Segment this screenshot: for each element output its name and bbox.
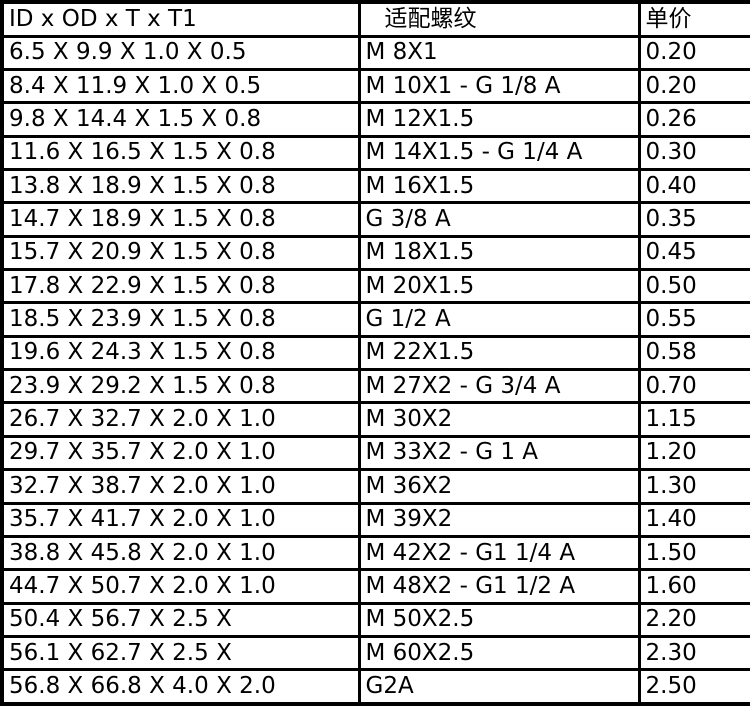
cell-thread: M 8X1	[357, 34, 641, 71]
cell-price: 0.40	[637, 167, 750, 205]
cell-thread: G 1/2 A	[357, 301, 641, 338]
cell-price: 0.20	[637, 34, 750, 71]
cell-dimensions: 44.7 X 50.7 X 2.0 X 1.0	[0, 568, 361, 605]
cell-dimensions: 23.9 X 29.2 X 1.5 X 0.8	[0, 368, 361, 405]
cell-price: 1.60	[637, 568, 750, 605]
cell-price: 0.26	[637, 101, 750, 138]
header-price: 单价	[637, 0, 750, 38]
cell-thread: M 10X1 - G 1/8 A	[357, 67, 641, 105]
cell-thread: G2A	[357, 668, 641, 706]
cell-dimensions: 26.7 X 32.7 X 2.0 X 1.0	[0, 401, 361, 438]
table-row: 17.8 X 22.9 X 1.5 X 0.8 M 20X1.5 0.50	[0, 267, 750, 305]
cell-thread: M 14X1.5 - G 1/4 A	[357, 134, 641, 171]
cell-dimensions: 29.7 X 35.7 X 2.0 X 1.0	[0, 434, 361, 472]
cell-price: 2.50	[637, 668, 750, 706]
cell-thread: M 18X1.5	[357, 234, 641, 272]
cell-price: 0.58	[637, 334, 750, 372]
table-row: 32.7 X 38.7 X 2.0 X 1.0 M 36X2 1.30	[0, 468, 750, 505]
table-row: 8.4 X 11.9 X 1.0 X 0.5 M 10X1 - G 1/8 A 0.…	[0, 67, 750, 105]
cell-dimensions: 18.5 X 23.9 X 1.5 X 0.8	[0, 301, 361, 338]
cell-price: 0.20	[637, 67, 750, 105]
table-row: 19.6 X 24.3 X 1.5 X 0.8 M 22X1.5 0.58	[0, 334, 750, 372]
cell-dimensions: 15.7 X 20.9 X 1.5 X 0.8	[0, 234, 361, 272]
cell-thread: M 60X2.5	[357, 634, 641, 672]
cell-thread: M 27X2 - G 3/4 A	[357, 368, 641, 405]
cell-dimensions: 17.8 X 22.9 X 1.5 X 0.8	[0, 267, 361, 305]
cell-thread: M 12X1.5	[357, 101, 641, 138]
cell-price: 0.45	[637, 234, 750, 272]
table-row: 38.8 X 45.8 X 2.0 X 1.0 M 42X2 - G1 1/4 A…	[0, 534, 750, 572]
cell-price: 1.40	[637, 501, 750, 538]
header-row: ID x OD x T x T1 适配螺纹 单价	[0, 0, 750, 38]
cell-price: 0.70	[637, 368, 750, 405]
cell-thread: M 22X1.5	[357, 334, 641, 372]
cell-dimensions: 35.7 X 41.7 X 2.0 X 1.0	[0, 501, 361, 538]
cell-price: 1.30	[637, 468, 750, 505]
cell-thread: M 39X2	[357, 501, 641, 538]
table-row: 9.8 X 14.4 X 1.5 X 0.8 M 12X1.5 0.26	[0, 101, 750, 138]
cell-price: 0.55	[637, 301, 750, 338]
cell-dimensions: 9.8 X 14.4 X 1.5 X 0.8	[0, 101, 361, 138]
cell-dimensions: 19.6 X 24.3 X 1.5 X 0.8	[0, 334, 361, 372]
table-row: 15.7 X 20.9 X 1.5 X 0.8 M 18X1.5 0.45	[0, 234, 750, 272]
cell-dimensions: 56.1 X 62.7 X 2.5 X	[0, 634, 361, 672]
cell-thread: M 20X1.5	[357, 267, 641, 305]
cell-thread: M 33X2 - G 1 A	[357, 434, 641, 472]
cell-dimensions: 56.8 X 66.8 X 4.0 X 2.0	[0, 668, 361, 706]
cell-price: 2.20	[637, 601, 750, 638]
table-row: 13.8 X 18.9 X 1.5 X 0.8 M 16X1.5 0.40	[0, 167, 750, 205]
cell-dimensions: 13.8 X 18.9 X 1.5 X 0.8	[0, 167, 361, 205]
table-row: 56.8 X 66.8 X 4.0 X 2.0 G2A 2.50	[0, 668, 750, 706]
table-row: 35.7 X 41.7 X 2.0 X 1.0 M 39X2 1.40	[0, 501, 750, 538]
cell-thread: M 30X2	[357, 401, 641, 438]
cell-thread: M 50X2.5	[357, 601, 641, 638]
cell-thread: G 3/8 A	[357, 201, 641, 238]
table-row: 18.5 X 23.9 X 1.5 X 0.8 G 1/2 A 0.55	[0, 301, 750, 338]
table-row: 14.7 X 18.9 X 1.5 X 0.8 G 3/8 A 0.35	[0, 201, 750, 238]
cell-dimensions: 6.5 X 9.9 X 1.0 X 0.5	[0, 34, 361, 71]
cell-dimensions: 14.7 X 18.9 X 1.5 X 0.8	[0, 201, 361, 238]
cell-price: 1.20	[637, 434, 750, 472]
table-row: 44.7 X 50.7 X 2.0 X 1.0 M 48X2 - G1 1/2 A…	[0, 568, 750, 605]
cell-thread: M 36X2	[357, 468, 641, 505]
cell-price: 0.35	[637, 201, 750, 238]
cell-dimensions: 11.6 X 16.5 X 1.5 X 0.8	[0, 134, 361, 171]
cell-dimensions: 8.4 X 11.9 X 1.0 X 0.5	[0, 67, 361, 105]
table-row: 6.5 X 9.9 X 1.0 X 0.5 M 8X1 0.20	[0, 34, 750, 71]
cell-dimensions: 50.4 X 56.7 X 2.5 X	[0, 601, 361, 638]
header-thread: 适配螺纹	[357, 0, 641, 38]
cell-price: 0.50	[637, 267, 750, 305]
cell-price: 2.30	[637, 634, 750, 672]
header-dimensions: ID x OD x T x T1	[0, 0, 361, 38]
cell-price: 1.15	[637, 401, 750, 438]
table-row: 11.6 X 16.5 X 1.5 X 0.8 M 14X1.5 - G 1/4 …	[0, 134, 750, 171]
cell-dimensions: 38.8 X 45.8 X 2.0 X 1.0	[0, 534, 361, 572]
cell-thread: M 16X1.5	[357, 167, 641, 205]
table-row: 26.7 X 32.7 X 2.0 X 1.0 M 30X2 1.15	[0, 401, 750, 438]
cell-price: 1.50	[637, 534, 750, 572]
cell-thread: M 48X2 - G1 1/2 A	[357, 568, 641, 605]
table-row: 29.7 X 35.7 X 2.0 X 1.0 M 33X2 - G 1 A 1.2…	[0, 434, 750, 472]
cell-thread: M 42X2 - G1 1/4 A	[357, 534, 641, 572]
cell-price: 0.30	[637, 134, 750, 171]
cell-dimensions: 32.7 X 38.7 X 2.0 X 1.0	[0, 468, 361, 505]
